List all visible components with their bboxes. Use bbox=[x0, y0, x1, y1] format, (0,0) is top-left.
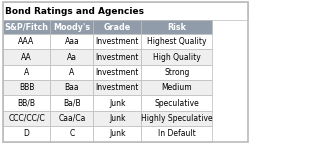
Text: BB/B: BB/B bbox=[18, 99, 35, 108]
Bar bbox=[3, 65, 50, 80]
Bar bbox=[50, 126, 93, 142]
Text: Ba/B: Ba/B bbox=[63, 99, 81, 108]
Text: Investment: Investment bbox=[96, 68, 139, 77]
Bar bbox=[141, 111, 213, 126]
Text: Risk: Risk bbox=[167, 23, 186, 32]
Text: High Quality: High Quality bbox=[153, 53, 201, 62]
Bar bbox=[50, 95, 93, 111]
Text: Highly Speculative: Highly Speculative bbox=[141, 114, 213, 123]
Bar bbox=[141, 49, 213, 65]
Text: Moody's: Moody's bbox=[53, 23, 90, 32]
Bar bbox=[3, 80, 50, 95]
Text: BBB: BBB bbox=[19, 83, 34, 92]
Bar bbox=[93, 126, 141, 142]
Bar bbox=[93, 34, 141, 49]
Text: A: A bbox=[69, 68, 74, 77]
Bar bbox=[3, 49, 50, 65]
Bar bbox=[93, 20, 141, 34]
Text: Highest Quality: Highest Quality bbox=[147, 37, 207, 46]
Bar bbox=[3, 95, 50, 111]
Text: Grade: Grade bbox=[104, 23, 131, 32]
Bar bbox=[93, 95, 141, 111]
Bar bbox=[93, 80, 141, 95]
Bar bbox=[3, 2, 248, 20]
Bar bbox=[93, 65, 141, 80]
Bar bbox=[3, 126, 50, 142]
Bar bbox=[141, 126, 213, 142]
Text: In Default: In Default bbox=[158, 129, 196, 138]
Bar bbox=[50, 111, 93, 126]
Bar bbox=[141, 34, 213, 49]
Text: S&P/Fitch: S&P/Fitch bbox=[5, 23, 48, 32]
Text: Aa: Aa bbox=[67, 53, 77, 62]
Text: AA: AA bbox=[21, 53, 32, 62]
Text: Strong: Strong bbox=[164, 68, 189, 77]
Bar bbox=[3, 20, 50, 34]
Text: Caa/Ca: Caa/Ca bbox=[58, 114, 85, 123]
Text: C: C bbox=[69, 129, 74, 138]
Text: Baa: Baa bbox=[65, 83, 79, 92]
Text: D: D bbox=[24, 129, 30, 138]
Bar bbox=[93, 49, 141, 65]
Bar bbox=[141, 65, 213, 80]
Bar bbox=[141, 95, 213, 111]
Text: Junk: Junk bbox=[109, 99, 125, 108]
Text: Investment: Investment bbox=[96, 83, 139, 92]
Bar bbox=[3, 34, 50, 49]
Bar bbox=[50, 20, 93, 34]
Bar bbox=[50, 80, 93, 95]
Text: Aaa: Aaa bbox=[65, 37, 79, 46]
Bar bbox=[50, 65, 93, 80]
Text: AAA: AAA bbox=[19, 37, 35, 46]
Bar bbox=[93, 111, 141, 126]
Bar bbox=[50, 34, 93, 49]
Text: Medium: Medium bbox=[162, 83, 192, 92]
Text: CCC/CC/C: CCC/CC/C bbox=[8, 114, 45, 123]
Text: Speculative: Speculative bbox=[154, 99, 199, 108]
Bar bbox=[141, 80, 213, 95]
Text: Junk: Junk bbox=[109, 114, 125, 123]
Text: Junk: Junk bbox=[109, 129, 125, 138]
Text: Investment: Investment bbox=[96, 37, 139, 46]
Bar bbox=[3, 111, 50, 126]
Text: Bond Ratings and Agencies: Bond Ratings and Agencies bbox=[5, 7, 144, 16]
Bar bbox=[141, 20, 213, 34]
Text: Investment: Investment bbox=[96, 53, 139, 62]
Bar bbox=[3, 2, 248, 142]
Bar bbox=[50, 49, 93, 65]
Text: A: A bbox=[24, 68, 29, 77]
